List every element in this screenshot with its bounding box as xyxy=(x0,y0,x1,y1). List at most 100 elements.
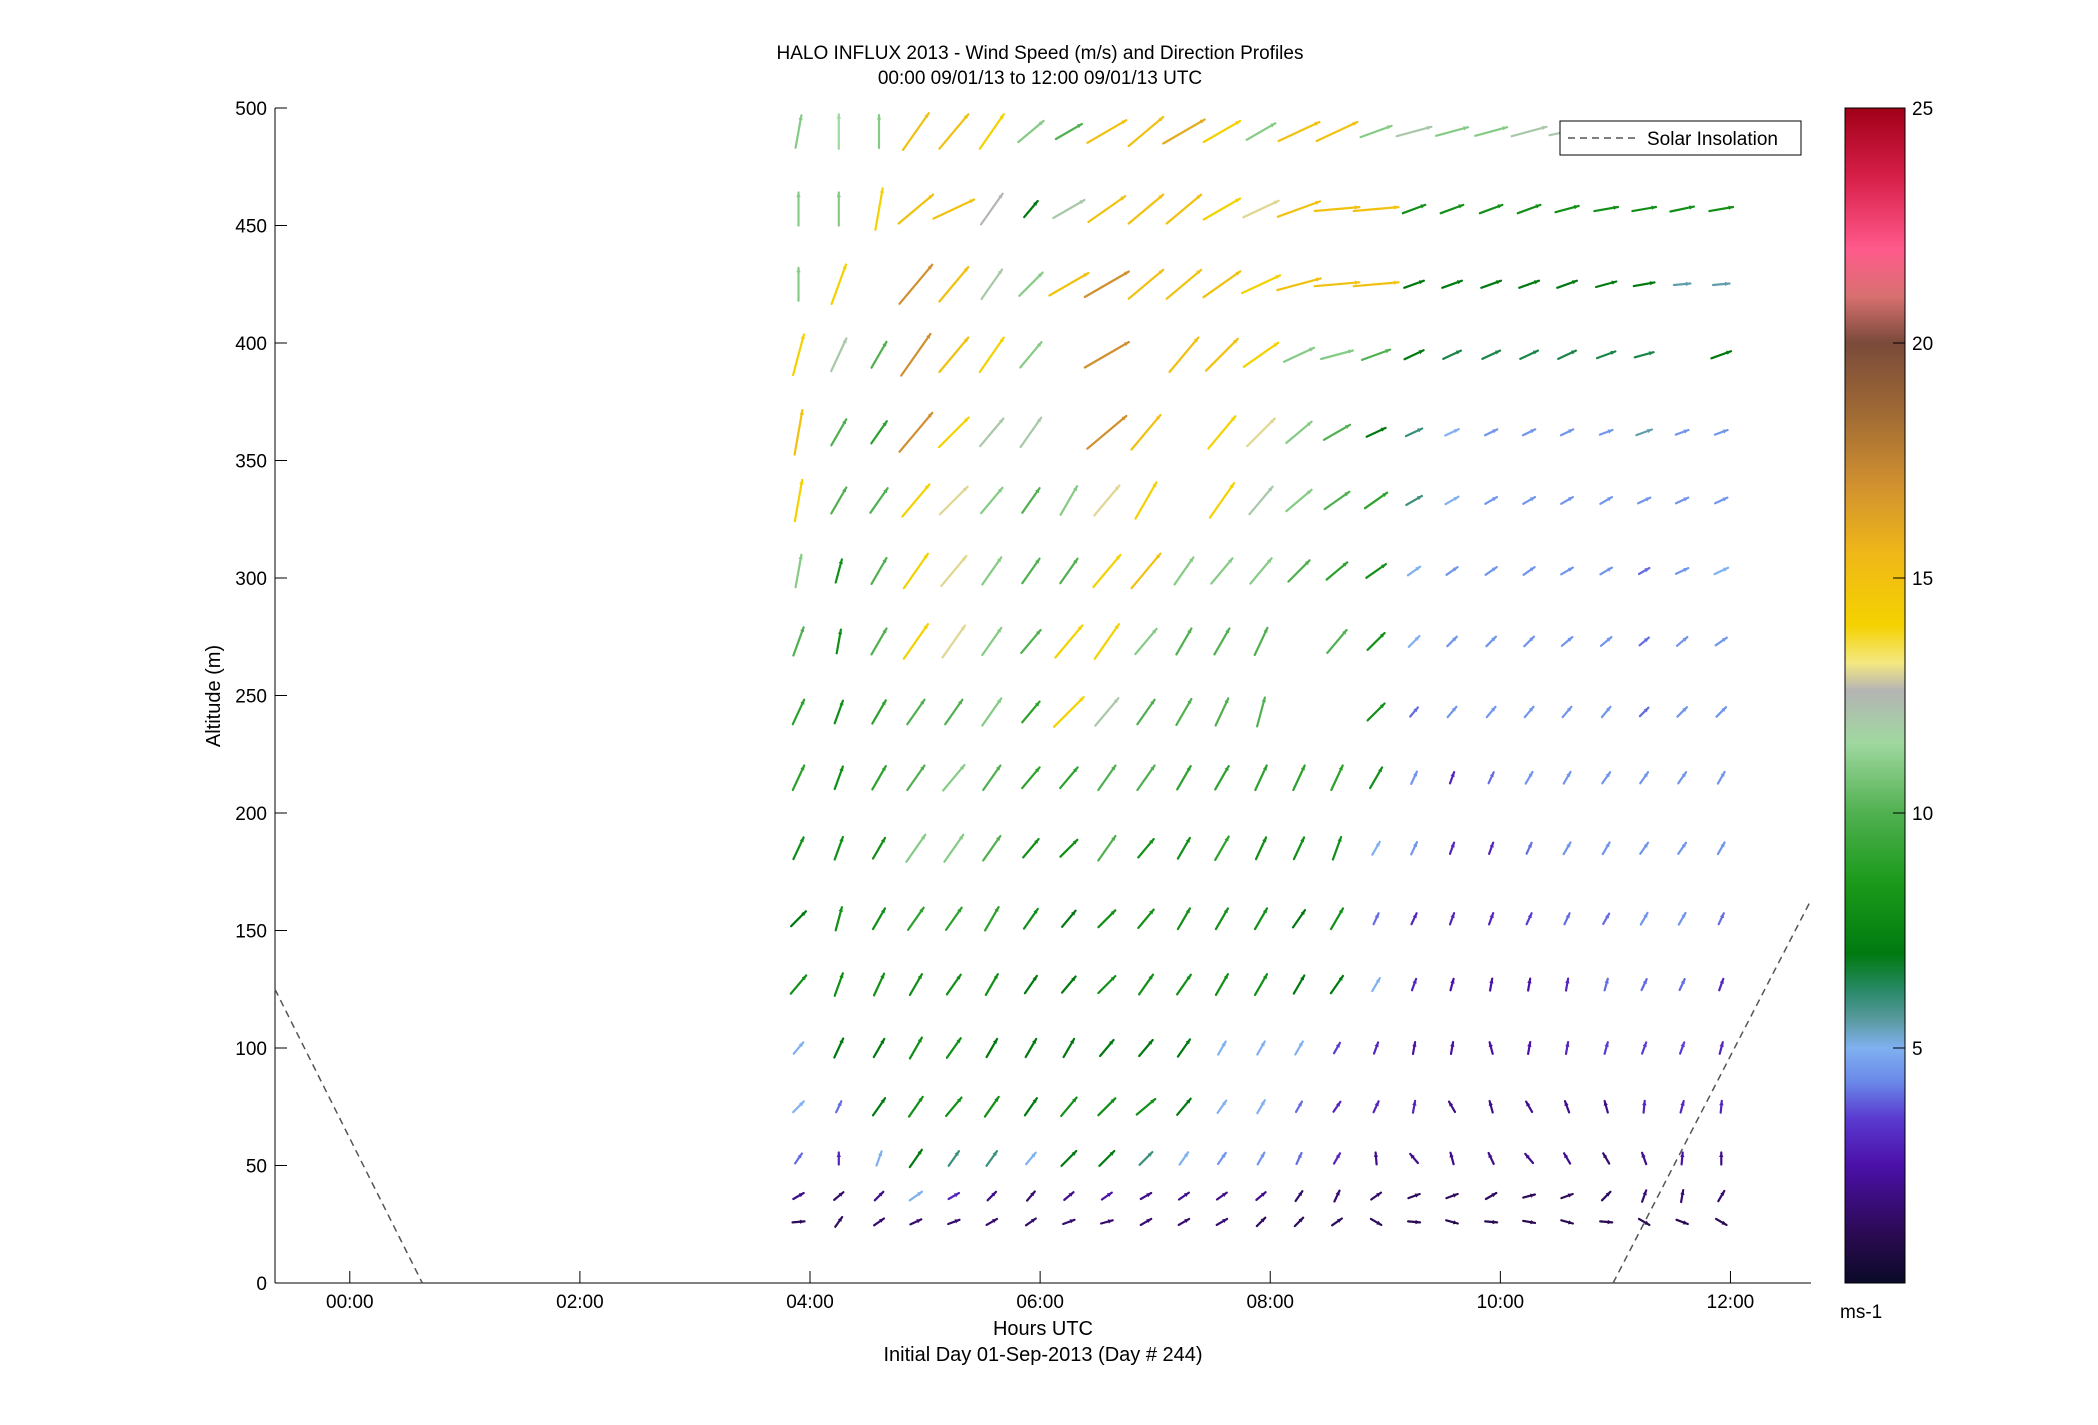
y-tick-label: 300 xyxy=(235,569,267,590)
wind-arrow-head xyxy=(1412,1100,1417,1106)
wind-arrow-head xyxy=(1495,350,1500,355)
wind-arrow xyxy=(1175,627,1193,656)
wind-arrow xyxy=(902,623,930,660)
wind-arrow xyxy=(1202,197,1242,221)
wind-arrow-head xyxy=(1221,1100,1227,1106)
wind-arrow-head xyxy=(1682,637,1688,642)
wind-arrow-head xyxy=(800,765,805,771)
wind-arrow xyxy=(1245,122,1277,141)
wind-arrow-head xyxy=(1073,486,1078,492)
wind-arrow xyxy=(1207,415,1237,450)
wind-arrow-head xyxy=(1502,126,1508,131)
wind-arrow-head xyxy=(1071,910,1076,916)
wind-arrow-head xyxy=(1071,1151,1077,1156)
wind-arrow-head xyxy=(1230,416,1236,422)
wind-arrow-head xyxy=(1147,1152,1153,1157)
legend: Solar Insolation xyxy=(1559,120,1802,156)
wind-arrow-head xyxy=(1114,624,1119,630)
wind-arrow-head xyxy=(1568,429,1574,434)
wind-arrow-head xyxy=(1570,350,1576,355)
wind-arrow-head xyxy=(1115,554,1121,560)
wind-arrow-head xyxy=(1073,558,1078,564)
wind-arrow-head xyxy=(1681,772,1686,778)
wind-arrow-head xyxy=(1529,567,1535,572)
wind-arrow-head xyxy=(1488,1101,1493,1106)
wind-arrow-head xyxy=(1037,272,1043,278)
wind-arrow xyxy=(871,699,887,725)
wind-arrow-head xyxy=(799,1101,804,1107)
wind-arrow xyxy=(1097,764,1117,792)
wind-arrow xyxy=(1018,271,1044,297)
wind-arrow xyxy=(980,268,1004,301)
wind-arrow-head xyxy=(1378,767,1383,773)
wind-arrow-head xyxy=(1605,842,1610,848)
wind-arrow-head xyxy=(1721,707,1726,712)
wind-arrow xyxy=(1165,193,1203,225)
wind-arrow-head xyxy=(1273,200,1279,205)
wind-arrow-head xyxy=(839,766,844,772)
wind-arrow-head xyxy=(1452,636,1457,642)
wind-arrow-head xyxy=(1491,636,1496,642)
wind-arrow-head xyxy=(920,699,925,705)
wind-arrow xyxy=(791,333,806,377)
wind-arrow-head xyxy=(1111,765,1116,771)
y-tick-label: 400 xyxy=(235,334,267,355)
wind-arrow xyxy=(1276,200,1322,218)
wind-arrow-head xyxy=(924,484,930,490)
wind-arrow xyxy=(870,556,888,586)
wind-arrow-head xyxy=(1221,1152,1226,1158)
wind-arrow-head xyxy=(1410,1153,1415,1159)
wind-arrow-head xyxy=(923,624,928,630)
wind-arrow-head xyxy=(1643,637,1649,643)
wind-arrow-head xyxy=(1079,697,1084,702)
x-axis-label: Hours UTC xyxy=(993,1318,1093,1340)
wind-arrow-head xyxy=(1721,1220,1727,1225)
wind-arrow-head xyxy=(796,192,801,198)
wind-arrow-head xyxy=(1298,1041,1303,1047)
wind-arrow-head xyxy=(1489,978,1494,984)
wind-arrow-head xyxy=(1186,974,1191,980)
wind-arrow xyxy=(794,114,803,149)
wind-arrow xyxy=(1213,627,1231,656)
wind-arrow xyxy=(870,627,888,656)
wind-arrow-head xyxy=(838,1192,844,1197)
wind-arrow-head xyxy=(1414,1193,1420,1198)
wind-arrow-head xyxy=(963,337,969,343)
wind-arrow-head xyxy=(1489,772,1494,778)
wind-arrow-head xyxy=(1416,495,1422,501)
wind-arrow-head xyxy=(1335,1190,1340,1196)
wind-arrow-head xyxy=(917,1037,922,1043)
wind-arrow-head xyxy=(842,419,847,425)
wind-arrow-head xyxy=(1342,562,1348,567)
wind-arrow-head xyxy=(1420,204,1426,209)
wind-arrow-head xyxy=(1566,771,1571,777)
wind-arrow-head xyxy=(917,1149,922,1155)
wind-arrow-head xyxy=(960,625,965,631)
wind-arrow xyxy=(938,485,969,516)
wind-arrow xyxy=(1165,268,1203,300)
wind-arrow-head xyxy=(1566,842,1571,848)
wind-arrow-head xyxy=(963,267,969,272)
wind-arrow-head xyxy=(1304,560,1310,566)
wind-arrow xyxy=(1313,281,1361,288)
wind-arrow-head xyxy=(1528,706,1534,712)
wind-arrow xyxy=(1360,348,1392,361)
wind-arrow xyxy=(1092,553,1122,589)
wind-arrow-head xyxy=(1354,205,1360,210)
wind-arrow-head xyxy=(1566,706,1572,712)
wind-arrow-head xyxy=(1645,497,1651,502)
wind-arrow-head xyxy=(1273,342,1279,348)
wind-arrow-head xyxy=(920,765,925,771)
wind-arrow-head xyxy=(878,1151,883,1157)
wind-arrow-head xyxy=(1260,1100,1265,1106)
wind-arrow-head xyxy=(1452,1220,1458,1225)
wind-arrow xyxy=(1130,414,1162,451)
plot-frame xyxy=(274,108,1811,1284)
wind-arrow-head xyxy=(1680,1152,1685,1158)
wind-arrow-head xyxy=(1033,908,1038,914)
wind-arrow xyxy=(906,764,926,792)
wind-arrow-head xyxy=(957,907,962,913)
wind-arrow-head xyxy=(880,837,885,843)
wind-arrow-head xyxy=(1607,497,1612,502)
wind-arrow-head xyxy=(1229,483,1234,489)
